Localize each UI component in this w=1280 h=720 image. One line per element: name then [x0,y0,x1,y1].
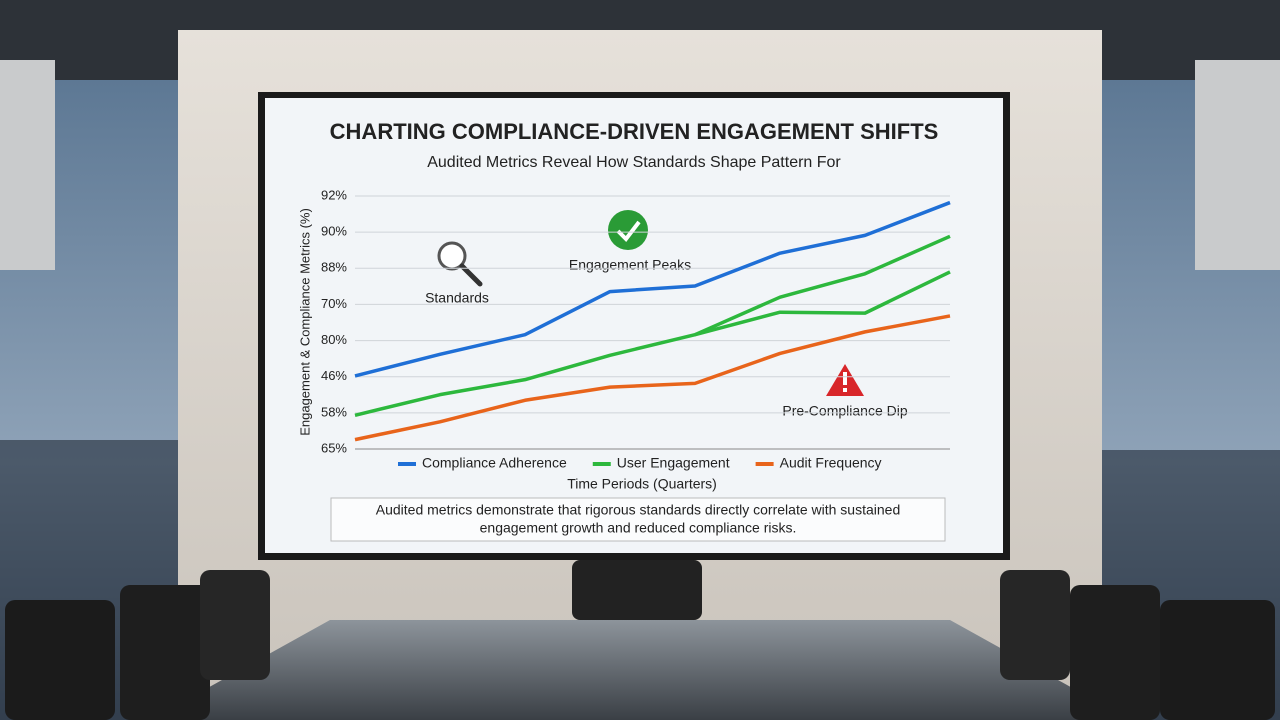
blind-left [0,60,55,270]
annotation: Engagement Peaks [569,257,691,273]
line-series [354,200,951,378]
annotation: Standards [425,290,489,306]
footnote: engagement growth and reduced compliance… [480,520,797,536]
chart-subtitle: Audited Metrics Reveal How Standards Sha… [427,154,841,171]
chair [572,560,702,620]
y-axis-label: Engagement & Compliance Metrics (%) [297,208,312,436]
y-tick-label: 70% [321,296,347,311]
annotation: Pre-Compliance Dip [782,403,907,419]
warning-icon [826,364,864,396]
chair [200,570,270,680]
blind-right [1195,60,1280,270]
y-tick-label: 90% [321,224,347,239]
chair [120,585,210,720]
line-series [354,234,951,417]
magnifier-icon [437,241,483,287]
footnote: Audited metrics demonstrate that rigorou… [376,502,900,518]
footnote-box [330,497,946,542]
screen [265,98,1003,553]
chair [1160,600,1275,720]
y-tick-label: 88% [321,260,347,275]
y-tick-label: 92% [321,187,347,202]
y-tick-label: 80% [321,332,347,347]
y-tick-label: 46% [321,368,347,383]
line-series [694,270,951,337]
x-axis-label: Time Periods (Quarters) [567,476,717,492]
chart-title: CHARTING COMPLIANCE-DRIVEN ENGAGEMENT SH… [330,119,939,144]
chair [5,600,115,720]
check-badge [608,210,648,250]
chair [1000,570,1070,680]
y-tick-label: 65% [321,440,347,455]
legend-label: User Engagement [617,455,730,471]
legend-label: Compliance Adherence [422,455,567,471]
chair [1070,585,1160,720]
legend-label: Audit Frequency [780,455,882,471]
y-tick-label: 58% [321,404,347,419]
line-series [354,314,951,442]
table [150,620,1130,720]
